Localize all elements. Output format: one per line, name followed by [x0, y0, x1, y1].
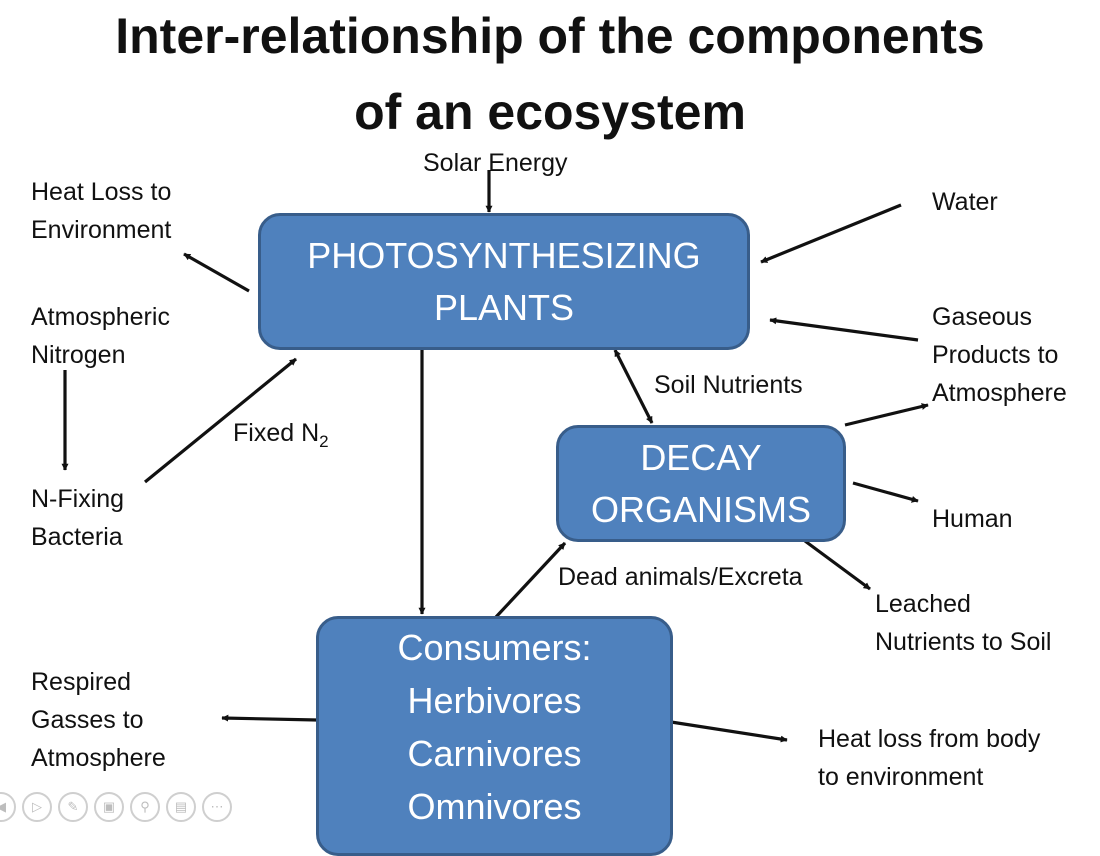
arrow-consumers-to-decay [494, 541, 567, 619]
arrow-gaseous-to-plants [769, 317, 919, 342]
pen-icon[interactable]: ✎ [58, 792, 88, 822]
consumers-box: Consumers: Herbivores Carnivores Omnivor… [316, 616, 673, 856]
soil-nutrients-label: Soil Nutrients [654, 371, 803, 399]
n-fixing-line1: N-Fixing [31, 485, 125, 513]
respired-line2: Gasses to [31, 706, 144, 734]
gaseous-products-label: Gaseous Products to Atmosphere [932, 298, 1067, 412]
consumers-label-line2: Herbivores [407, 680, 582, 721]
solar-energy-label: Solar Energy [423, 149, 568, 177]
consumers-label-line4: Omnivores [407, 786, 582, 827]
arrow-bacteria-to-plants [143, 357, 298, 484]
atmospheric-nitrogen-line2: Nitrogen [31, 341, 126, 369]
water-label: Water [932, 188, 998, 216]
atmospheric-nitrogen-line1: Atmospheric [31, 303, 170, 331]
dead-animals-label: Dead animals/Excreta [558, 563, 803, 591]
leached-line1: Leached [875, 590, 971, 618]
fixed-n2-text: Fixed N [233, 419, 320, 447]
fixed-n2-label: Fixed N2 [233, 414, 329, 461]
consumers-label-line1: Consumers: [397, 627, 592, 668]
gaseous-line3: Atmosphere [932, 379, 1067, 407]
arrow-plants-to-heat-loss [183, 252, 250, 293]
arrow-consumers-to-respired [221, 714, 318, 722]
arrow-decay-to-gaseous [844, 403, 929, 427]
n-fixing-bacteria-label: N-Fixing Bacteria [31, 480, 124, 556]
heat-loss-line1: Heat Loss to [31, 178, 172, 206]
respired-gasses-label: Respired Gasses to Atmosphere [31, 663, 166, 777]
presentation-toolbar: ◀ ▷ ✎ ▣ ⚲ ▤ ⋯ [0, 787, 232, 827]
play-icon[interactable]: ▷ [22, 792, 52, 822]
arrow-decay-to-human [852, 481, 919, 503]
arrow-plants-decay-soil-nutrients [613, 349, 654, 424]
arrow-consumers-to-heat-body [670, 720, 788, 743]
page-title-line2: of an ecosystem [354, 84, 746, 140]
gaseous-line2: Products to [932, 341, 1059, 369]
leached-line2: Nutrients to Soil [875, 628, 1052, 656]
heat-body-line1: Heat loss from body [818, 725, 1041, 753]
zoom-icon[interactable]: ⚲ [130, 792, 160, 822]
leached-nutrients-label: Leached Nutrients to Soil [875, 585, 1051, 661]
n-fixing-line2: Bacteria [31, 523, 123, 551]
gaseous-line1: Gaseous [932, 303, 1033, 331]
subtitles-icon[interactable]: ▤ [166, 792, 196, 822]
consumers-label-line3: Carnivores [407, 733, 582, 774]
arrows-layer [61, 170, 929, 743]
plants-label-line2: PLANTS [433, 286, 575, 328]
heat-loss-line2: Environment [31, 216, 172, 244]
more-icon[interactable]: ⋯ [202, 792, 232, 822]
decay-label-line1: DECAY [640, 436, 762, 478]
back-icon[interactable]: ◀ [0, 792, 16, 822]
respired-line1: Respired [31, 668, 132, 696]
page-title-line1: Inter-relationship of the components [115, 8, 985, 64]
decay-box: DECAY ORGANISMS [556, 425, 846, 542]
decay-label-line2: ORGANISMS [590, 488, 812, 530]
arrow-water-to-plants [760, 203, 902, 264]
slides-icon[interactable]: ▣ [94, 792, 124, 822]
fixed-n2-subscript: 2 [319, 432, 329, 451]
human-label: Human [932, 505, 1013, 533]
respired-line3: Atmosphere [31, 744, 166, 772]
plants-label-line1: PHOTOSYNTHESIZING [307, 234, 701, 276]
heat-body-line2: to environment [818, 763, 984, 791]
arrow-decay-to-leached [804, 539, 871, 591]
plants-box: PHOTOSYNTHESIZING PLANTS [258, 213, 750, 350]
heat-loss-label: Heat Loss to Environment [31, 173, 171, 249]
heat-loss-body-label: Heat loss from body to environment [818, 720, 1040, 796]
atmospheric-nitrogen-label: Atmospheric Nitrogen [31, 298, 170, 374]
